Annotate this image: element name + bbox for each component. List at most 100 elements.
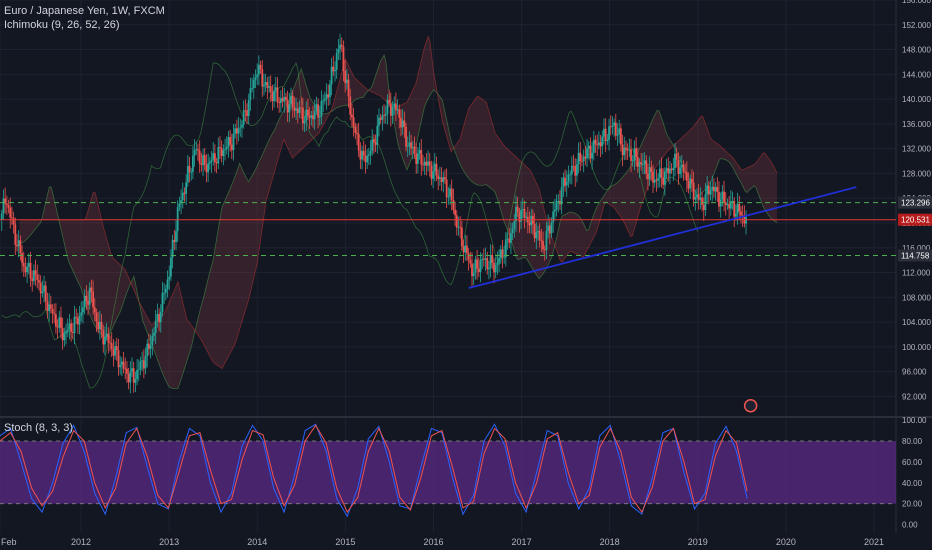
candle-body <box>102 330 105 345</box>
candle-body <box>638 162 641 167</box>
candle-body <box>281 98 284 102</box>
candle-body <box>82 307 84 313</box>
candle-body <box>648 167 651 180</box>
candle-body <box>684 172 687 173</box>
candle-body <box>367 154 370 156</box>
candle-body <box>27 262 30 267</box>
ichimoku-cloud <box>19 36 778 389</box>
stoch-tick-label: 20.00 <box>902 500 923 509</box>
candle-body <box>164 288 167 293</box>
candle-body <box>564 177 566 186</box>
candle-body <box>349 96 352 115</box>
candle-body <box>628 149 631 151</box>
candle-body <box>210 159 213 162</box>
candle-body <box>596 144 599 146</box>
candle-body <box>723 191 725 203</box>
candle-body <box>423 161 426 166</box>
candle-body <box>285 96 287 101</box>
candle-body <box>442 177 445 182</box>
candle-body <box>188 166 191 172</box>
candle-body <box>70 323 73 332</box>
candle-body <box>489 255 492 268</box>
candle-body <box>682 164 685 173</box>
candle-body <box>388 99 391 104</box>
candle-body <box>667 168 670 174</box>
candle-body <box>707 185 710 195</box>
candle-body <box>203 155 206 166</box>
candle-body <box>124 368 127 370</box>
candle-body <box>193 150 196 156</box>
candle-body <box>455 215 458 228</box>
candle-body <box>547 225 550 232</box>
candle-body <box>351 114 353 118</box>
y-tick-label: 100.000 <box>902 343 931 352</box>
candle-body <box>212 153 215 160</box>
candle-body <box>244 110 247 112</box>
candle-body <box>87 301 89 305</box>
candle-body <box>706 185 709 195</box>
candle-body <box>613 122 616 126</box>
candle-body <box>362 150 365 156</box>
candle-body <box>109 342 111 344</box>
event-marker-icon <box>743 398 758 413</box>
candle-body <box>674 153 676 169</box>
candle-body <box>366 155 369 163</box>
candle-body <box>445 179 448 198</box>
candle-body <box>603 128 605 137</box>
candle-body <box>134 379 137 383</box>
y-tick-label: 144.000 <box>902 70 931 79</box>
candle-body <box>427 161 429 166</box>
candle-body <box>689 178 692 189</box>
candle-body <box>425 161 428 166</box>
candle-body <box>416 153 419 164</box>
candle-body <box>68 323 71 330</box>
x-tick-label: 2017 <box>512 537 532 547</box>
candle-body <box>110 343 113 350</box>
candle-body <box>452 199 455 210</box>
candle-body <box>122 361 125 369</box>
stoch-k-line <box>0 423 748 518</box>
candle-body <box>4 198 7 204</box>
candle-body <box>364 155 367 163</box>
candle-body <box>422 164 424 166</box>
candle-body <box>310 115 313 118</box>
candle-body <box>58 317 61 328</box>
x-tick-label: 2021 <box>864 537 884 547</box>
candle-body <box>73 316 76 334</box>
candle-body <box>178 203 181 208</box>
candle-body <box>609 126 612 128</box>
candle-body <box>249 88 252 100</box>
candle-body <box>335 53 338 70</box>
candle-body <box>185 182 188 195</box>
ichimoku-legend: Ichimoku (9, 26, 52, 26) <box>4 19 120 31</box>
candle-body <box>51 308 54 314</box>
candle-body <box>415 153 418 164</box>
candle-body <box>562 177 565 188</box>
candle-body <box>383 115 385 117</box>
candle-body <box>237 128 240 134</box>
candle-body <box>672 168 675 171</box>
candle-body <box>501 249 504 258</box>
x-tick-label: 2018 <box>600 537 620 547</box>
candle-body <box>104 336 106 345</box>
candle-body <box>295 108 297 111</box>
x-tick-label: 2019 <box>688 537 708 547</box>
candle-body <box>288 104 291 113</box>
candle-body <box>31 278 34 281</box>
candle-body <box>515 206 517 222</box>
candle-body <box>312 115 314 120</box>
candle-body <box>488 267 490 270</box>
candle-body <box>572 165 575 167</box>
candle-body <box>202 155 204 166</box>
candle-body <box>239 127 242 129</box>
candle-body <box>557 200 560 202</box>
price-axis-badge <box>898 213 932 226</box>
candle-body <box>471 263 473 277</box>
candle-body <box>635 148 637 157</box>
candle-body <box>594 139 597 145</box>
candle-body <box>213 153 216 163</box>
candle-body <box>183 192 186 195</box>
candle-body <box>675 153 678 160</box>
